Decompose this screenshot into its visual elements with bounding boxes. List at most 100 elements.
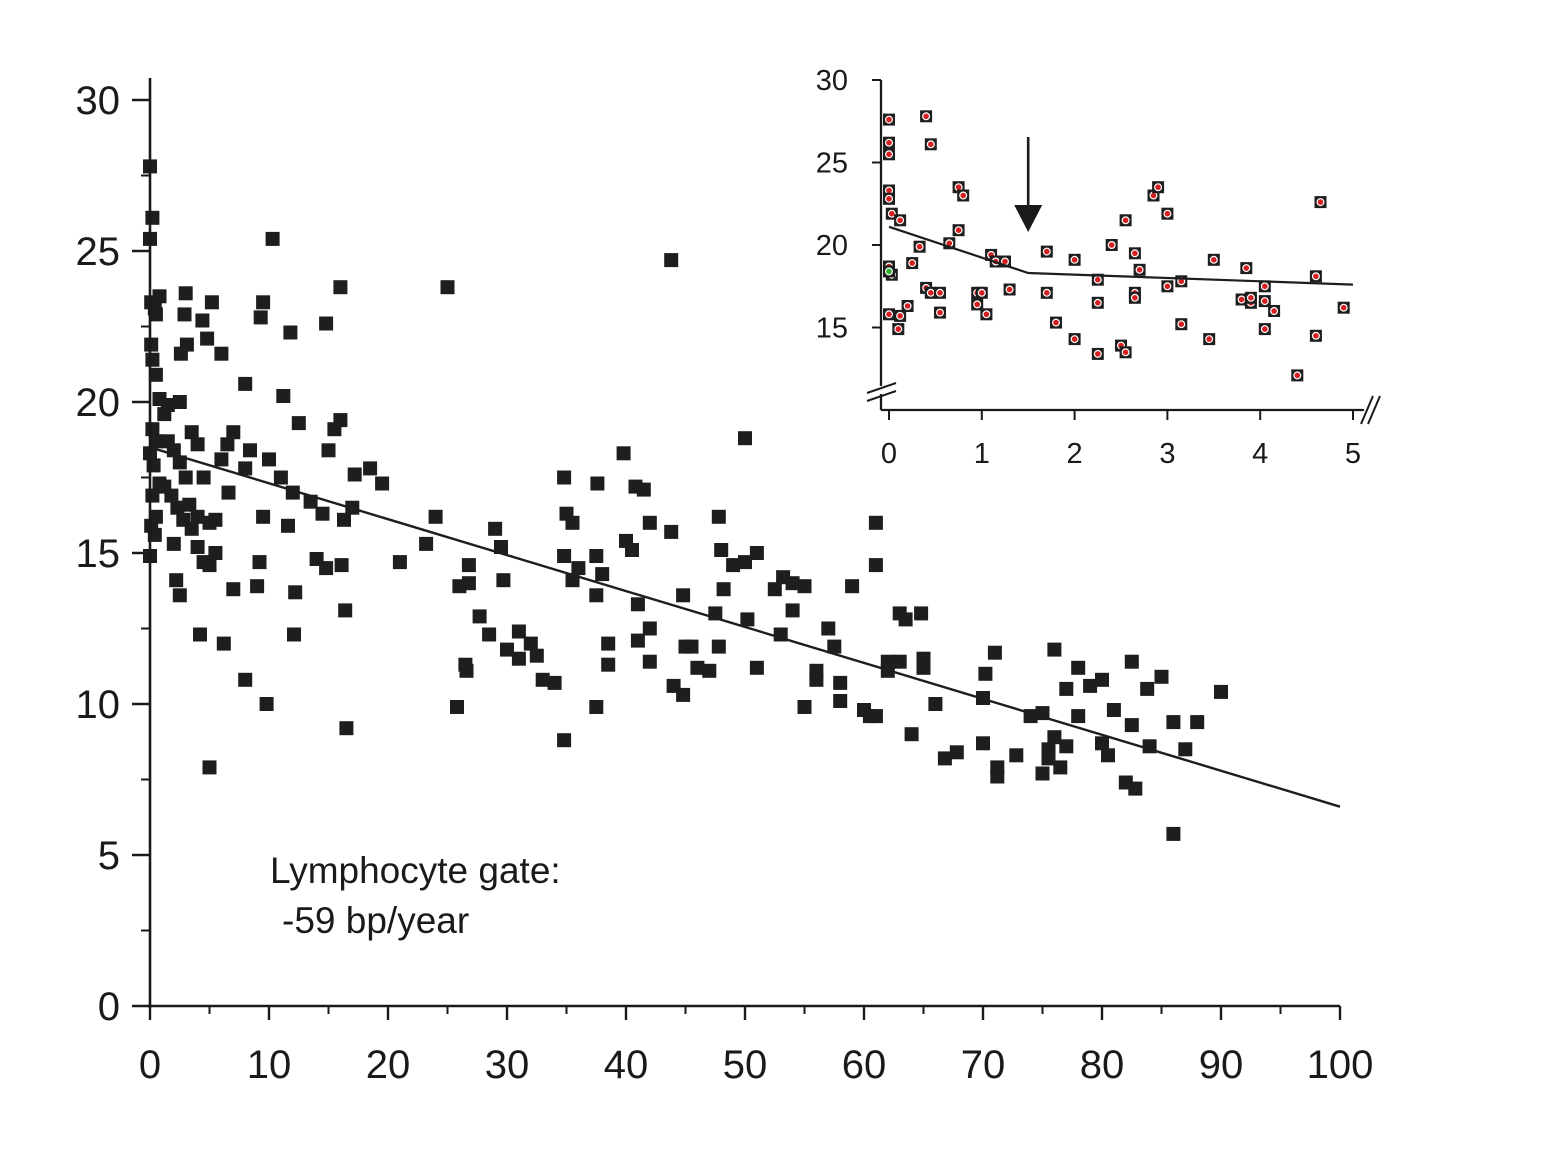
main-data-point-73 (238, 672, 253, 687)
inset-point-dot (1205, 335, 1214, 344)
main-data-point-19 (145, 488, 160, 503)
main-data-point-111 (482, 627, 497, 642)
main-data-point-164 (749, 546, 764, 560)
main-x-tick-label-70: 70 (961, 1043, 1006, 1087)
inset-point-dot (1042, 288, 1051, 297)
inset-y-tick-label-15: 15 (816, 313, 848, 345)
main-trendline (149, 446, 1341, 808)
main-data-point-143 (642, 621, 657, 636)
inset-scatter-chart: 0 1 2 3 4 5 15 20 25 30 (816, 65, 1381, 470)
inset-x-tick-labels: 0 1 2 3 4 5 (881, 438, 1361, 470)
main-data-point-126 (557, 549, 572, 563)
main-data-point-77 (273, 470, 288, 485)
main-data-point-58 (208, 546, 223, 560)
inset-point-dot (908, 259, 917, 268)
inset-data-point-23 (957, 189, 970, 202)
inset-point-dot (1260, 297, 1269, 306)
main-data-point-98 (363, 461, 378, 476)
main-data-point-222 (1124, 654, 1139, 669)
inset-point-dot (935, 288, 944, 297)
main-x-tick-label-60: 60 (842, 1043, 887, 1087)
main-data-point-224 (1128, 781, 1143, 796)
main-data-point-141 (630, 597, 645, 612)
main-data-point-14 (145, 422, 160, 437)
main-data-point-132 (589, 549, 604, 563)
inset-point-dot (1121, 216, 1130, 225)
main-data-point-93 (334, 558, 349, 573)
main-data-point-70 (256, 295, 271, 310)
inset-data-point-14 (913, 240, 926, 253)
main-data-point-64 (243, 443, 257, 458)
inset-point-dot (982, 310, 991, 319)
main-data-point-121 (547, 675, 562, 690)
inset-point-dot (1135, 265, 1144, 274)
main-data-point-103 (440, 280, 455, 295)
inset-data-point-28 (980, 308, 993, 321)
inset-data-point-37 (1068, 333, 1081, 346)
main-data-point-83 (303, 494, 318, 509)
main-data-point-214 (1071, 660, 1086, 675)
main-data-point-110 (472, 609, 487, 624)
main-data-point-145 (642, 515, 657, 530)
main-data-point-232 (1214, 684, 1228, 699)
main-data-point-12 (160, 398, 175, 412)
inset-data-point-1 (883, 136, 895, 149)
main-data-point-13 (172, 395, 187, 409)
inset-x-tick-label-0: 0 (881, 438, 897, 470)
inset-data-point-69 (1337, 301, 1350, 314)
inset-x-tick-label-1: 1 (974, 438, 990, 470)
main-data-point-88 (319, 316, 334, 331)
main-data-point-177 (833, 694, 848, 708)
inset-data-point-13 (906, 257, 919, 270)
main-data-point-104 (450, 700, 464, 714)
inset-point-dot (896, 311, 905, 320)
inset-y-tick-label-25: 25 (816, 148, 848, 180)
inset-x-tick-label-5: 5 (1345, 438, 1361, 470)
main-data-point-81 (287, 627, 301, 642)
inset-point-dot-green (884, 267, 893, 276)
main-data-point-62 (202, 760, 217, 775)
inset-point-dot (1246, 293, 1255, 302)
main-data-point-27 (178, 470, 193, 485)
inset-data-point-0 (883, 113, 895, 126)
main-data-point-107 (461, 558, 476, 573)
main-data-point-197 (976, 736, 990, 751)
inset-data-point-47 (1128, 291, 1141, 304)
inset-data-point-67 (1309, 329, 1322, 342)
main-data-point-45 (169, 573, 184, 588)
main-data-point-41 (190, 540, 205, 554)
inset-highlight-point (883, 265, 895, 278)
inset-data-point-44 (1119, 214, 1132, 227)
main-data-point-230 (1178, 742, 1193, 757)
main-data-point-169 (785, 576, 800, 591)
inset-data-point-62 (1258, 295, 1271, 308)
inset-y-tick-label-30: 30 (816, 65, 848, 97)
main-data-point-51 (200, 331, 215, 346)
main-data-point-86 (315, 506, 330, 521)
inset-point-dot (1293, 371, 1302, 380)
main-data-point-9 (148, 367, 163, 382)
inset-data-point-41 (1105, 239, 1118, 251)
inset-data-point-45 (1128, 247, 1141, 260)
inset-data-point-54 (1175, 318, 1188, 331)
main-data-point-100 (392, 555, 407, 570)
main-data-point-91 (333, 413, 348, 428)
main-x-tick-label-10: 10 (247, 1043, 292, 1087)
main-data-point-66 (250, 579, 265, 594)
inset-point-dot (1005, 285, 1014, 294)
inset-point-dot (1260, 325, 1269, 334)
inset-data-point-6 (894, 214, 907, 227)
main-data-point-209 (1047, 642, 1062, 657)
main-data-point-219 (1101, 748, 1115, 763)
inset-data-point-61 (1258, 280, 1271, 293)
main-data-point-142 (630, 633, 645, 648)
main-data-point-30 (170, 500, 185, 515)
main-data-point-223 (1124, 718, 1139, 733)
inset-point-dot (894, 325, 903, 334)
main-data-point-1 (145, 210, 160, 225)
main-data-point-120 (535, 672, 550, 687)
inset-points-layer (883, 110, 1350, 382)
inset-point-dot (935, 308, 944, 317)
inset-x-break-mark (1367, 395, 1381, 425)
inset-point-dot (1311, 272, 1320, 281)
